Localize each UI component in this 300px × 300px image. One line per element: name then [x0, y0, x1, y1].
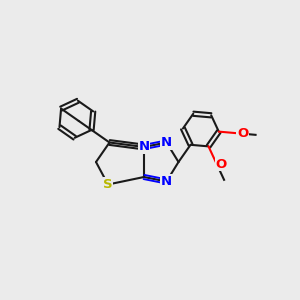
Text: O: O [237, 127, 248, 140]
Text: N: N [161, 136, 172, 149]
Text: N: N [138, 140, 150, 154]
Text: S: S [103, 178, 113, 191]
Text: N: N [161, 175, 172, 188]
Text: O: O [216, 158, 227, 170]
